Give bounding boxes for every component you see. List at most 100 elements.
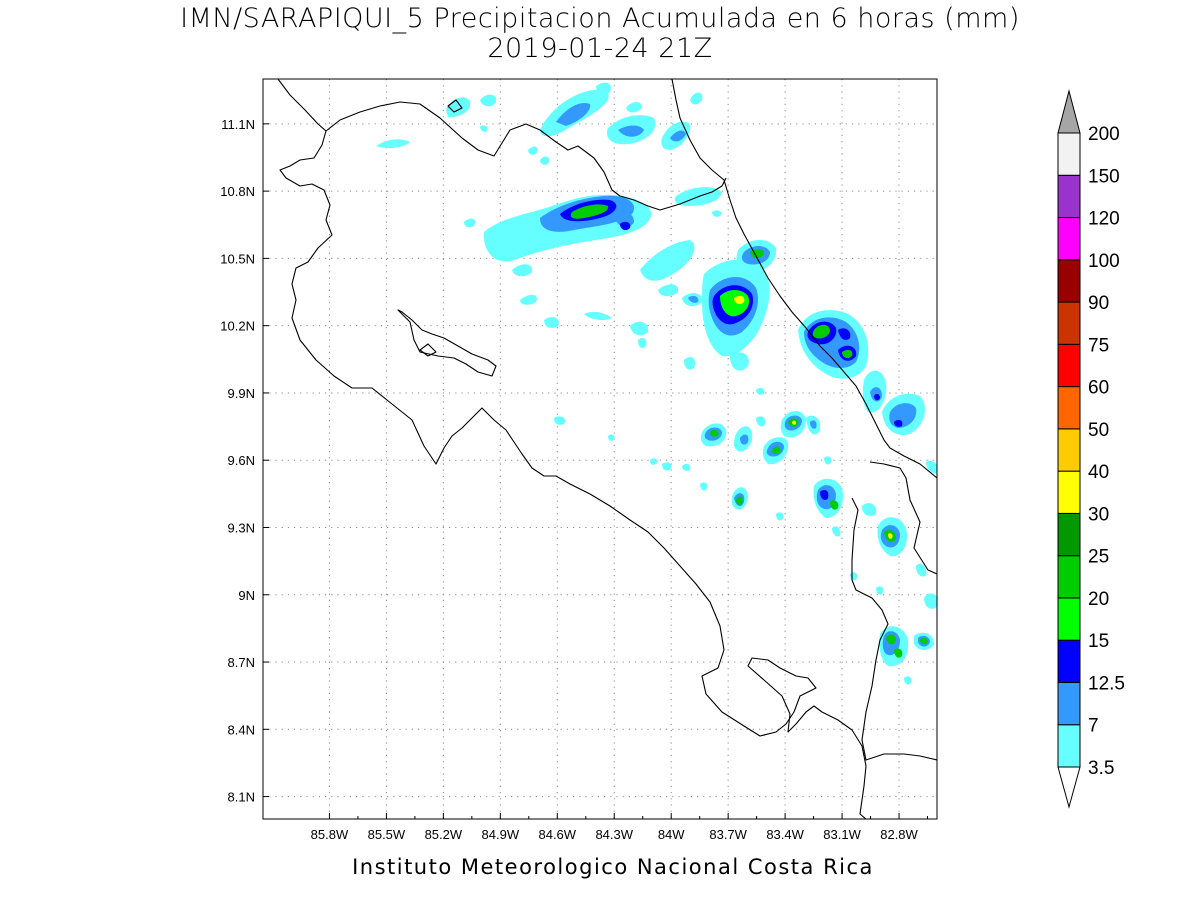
rain-cell (824, 456, 832, 465)
rain-cell (570, 204, 609, 219)
x-tick-label: 85.2W (425, 827, 463, 842)
colorbar-lower-arrow (1057, 766, 1081, 809)
map-datetime: 2019-01-24 21Z (487, 33, 713, 64)
rain-cell (776, 512, 784, 521)
nicaragua-border (325, 101, 727, 211)
rain-cell (772, 446, 781, 455)
rain-cell (830, 500, 839, 510)
x-tick-label: 84W (658, 827, 685, 842)
rain-cell (888, 533, 893, 539)
rain-cell (608, 434, 615, 441)
colorbar-swatch (1057, 132, 1081, 176)
rain-cell (894, 419, 903, 427)
colorbar-label: 7 (1088, 716, 1099, 737)
rain-cell (640, 240, 695, 281)
precipitation-field (376, 82, 937, 685)
rain-cell (924, 593, 937, 609)
rain-cell (810, 420, 817, 429)
rain-cell (876, 586, 884, 595)
rain-cell (626, 102, 642, 113)
rain-cell (832, 526, 841, 537)
x-tick-label: 85.8W (311, 827, 349, 842)
y-tick-label: 9.9N (228, 386, 255, 401)
rain-cell (842, 349, 853, 359)
rain-cell (554, 416, 566, 425)
nicoya-gulf-coast (397, 309, 497, 377)
rain-cell (904, 676, 912, 685)
colorbar-label: 15 (1088, 631, 1109, 652)
y-tick-label: 9N (238, 588, 255, 603)
colorbar-label: 50 (1088, 420, 1109, 441)
y-tick-label: 8.4N (228, 722, 255, 737)
colorbar-label: 75 (1088, 335, 1109, 356)
rain-cell (734, 295, 745, 305)
rain-cell (618, 125, 644, 137)
colorbar-swatch (1057, 217, 1081, 261)
rain-cell (620, 221, 631, 231)
colorbar-legend: 3.5 7 12.5 15 20 25 30 40 50 60 75 90 100 120 150 200 (1057, 89, 1125, 809)
rain-cell (916, 563, 927, 577)
colorbar-swatch (1057, 259, 1081, 303)
rain-cell (630, 321, 649, 336)
chira-island (419, 343, 437, 357)
x-tick-label: 83.7W (709, 827, 747, 842)
rain-cell (512, 264, 533, 277)
rain-cell (480, 125, 488, 132)
rain-cell (688, 295, 699, 303)
y-tick-label: 11.1N (221, 117, 255, 132)
rain-cell (480, 94, 497, 107)
rain-cell (556, 102, 591, 126)
colorbar-label: 30 (1088, 504, 1109, 525)
panama-border-south (851, 497, 937, 761)
rain-cell (464, 218, 476, 228)
rain-cell (920, 637, 928, 645)
y-tick-label: 9.3N (228, 520, 255, 535)
colorbar-swatch (1057, 597, 1081, 641)
rain-cell (730, 352, 749, 371)
y-tick-label: 10.5N (220, 251, 255, 266)
rain-cell (926, 460, 937, 474)
rain-cell (756, 387, 765, 395)
rain-cell (528, 146, 538, 155)
rain-cell (700, 482, 708, 491)
caribbean-coastline (671, 79, 937, 479)
rain-cell (596, 82, 611, 95)
map-frame (262, 78, 938, 820)
colorbar-swatch (1057, 555, 1081, 599)
rain-cell (540, 156, 550, 165)
rain-cell (812, 324, 830, 339)
rain-cell (740, 434, 749, 445)
colorbar-label: 200 (1088, 124, 1120, 145)
x-tick-label: 85.5W (368, 827, 406, 842)
rain-cell (638, 338, 647, 348)
colorbar-swatch (1057, 724, 1081, 768)
rain-cell (544, 317, 559, 328)
x-tick-label: 84.3W (595, 827, 633, 842)
y-tick-label: 10.2N (220, 319, 255, 334)
rain-cell (850, 572, 858, 581)
pacific-coastline (277, 79, 867, 819)
colorbar-swatch (1057, 174, 1081, 219)
colorbar-swatch (1057, 470, 1081, 514)
rain-cell (712, 210, 722, 217)
rain-cell (662, 462, 672, 471)
colorbar-label: 150 (1088, 166, 1120, 187)
rain-cell (376, 139, 410, 149)
rain-cell (584, 311, 612, 321)
colorbar-swatch (1057, 512, 1081, 557)
y-tick-label: 10.8N (220, 184, 255, 199)
colorbar-upper-arrow (1057, 89, 1081, 134)
rain-cell (520, 294, 537, 305)
rain-cell (736, 496, 743, 505)
rain-cell (682, 463, 691, 471)
colorbar-label: 25 (1088, 547, 1109, 568)
rain-cell (658, 284, 679, 297)
colorbar-label: 60 (1088, 378, 1109, 399)
rain-cell (838, 328, 851, 340)
colorbar-swatch (1057, 343, 1081, 388)
colorbar-swatch (1057, 681, 1081, 726)
map-axes: 85.8W 85.5W 85.2W 84.9W 84.6W 84.3W 84W 83.7W 83… (220, 117, 929, 842)
colorbar-label: 20 (1088, 589, 1109, 610)
rain-cell (690, 92, 703, 105)
